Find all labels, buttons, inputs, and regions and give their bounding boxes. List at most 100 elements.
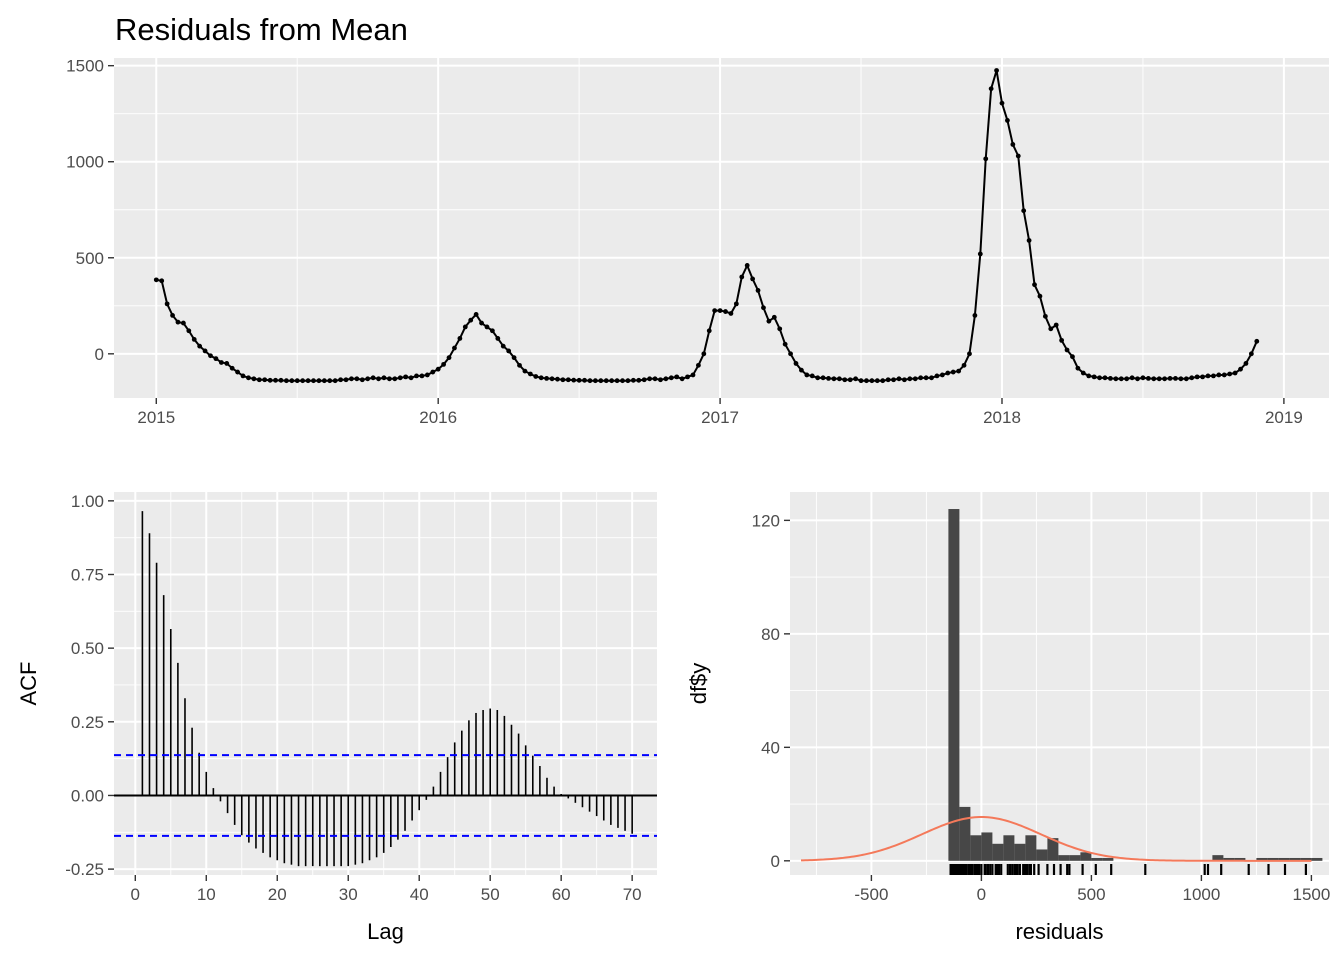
figure-title: Residuals from Mean — [115, 12, 408, 47]
data-point — [262, 377, 268, 383]
data-point — [1205, 373, 1211, 379]
data-point — [495, 336, 501, 341]
x-axis-title: Lag — [367, 919, 404, 944]
data-point — [457, 336, 463, 341]
data-point — [717, 308, 723, 313]
x-tick-label: 50 — [481, 885, 500, 904]
data-point — [685, 374, 690, 380]
data-point — [1059, 337, 1065, 343]
x-tick-label: 0 — [977, 885, 986, 904]
data-point — [961, 362, 967, 368]
data-point — [435, 366, 441, 372]
histogram-bar — [1003, 835, 1015, 861]
x-tick-label: 1500 — [1292, 885, 1330, 904]
data-point — [365, 376, 371, 382]
data-point — [164, 301, 170, 307]
data-point — [278, 377, 284, 383]
data-point — [1108, 376, 1113, 381]
data-point — [647, 376, 653, 382]
data-point — [809, 373, 815, 379]
data-point — [376, 376, 381, 382]
data-point — [804, 372, 810, 378]
data-point — [1232, 370, 1238, 376]
data-point — [235, 369, 241, 375]
data-point — [354, 376, 360, 382]
data-point — [706, 328, 712, 334]
data-point — [1075, 365, 1081, 371]
data-point — [479, 320, 484, 326]
data-point — [831, 376, 837, 382]
histogram-bar — [1212, 855, 1224, 861]
x-axis-title: residuals — [1015, 919, 1103, 944]
data-point — [864, 378, 869, 384]
data-point — [1183, 376, 1189, 382]
data-point — [836, 376, 842, 382]
data-point — [571, 377, 577, 383]
data-point — [224, 361, 230, 366]
data-point — [273, 377, 278, 383]
data-point — [701, 351, 707, 357]
data-point — [679, 376, 685, 382]
data-point — [1248, 351, 1254, 357]
data-point — [419, 373, 425, 379]
data-point — [663, 376, 669, 382]
data-point — [777, 326, 783, 332]
data-point — [988, 86, 994, 92]
data-point — [690, 372, 696, 378]
data-point — [1064, 347, 1070, 353]
data-point — [1070, 354, 1075, 360]
x-tick-label: 30 — [339, 885, 358, 904]
data-point — [251, 376, 257, 382]
data-point — [386, 376, 392, 382]
x-tick-label: 60 — [552, 885, 571, 904]
data-point — [424, 372, 430, 378]
data-point — [462, 324, 468, 330]
data-point — [1102, 375, 1108, 381]
histogram-bar — [981, 832, 993, 861]
data-point — [755, 288, 761, 293]
y-tick-label: 120 — [752, 511, 780, 530]
data-point — [208, 353, 213, 359]
data-point — [1042, 313, 1048, 319]
data-point — [766, 318, 772, 324]
data-point — [1156, 376, 1162, 382]
x-tick-label: 70 — [623, 885, 642, 904]
data-point — [1162, 376, 1168, 382]
data-point — [668, 375, 674, 381]
histogram-bar — [1069, 855, 1081, 861]
data-point — [202, 348, 208, 354]
data-point — [544, 376, 550, 381]
data-point — [907, 376, 913, 382]
y-axis-title: df$y — [686, 663, 711, 705]
data-point — [430, 369, 436, 375]
histogram-bar — [1289, 857, 1301, 861]
x-tick-label: 2017 — [701, 408, 739, 427]
data-point — [614, 378, 620, 384]
data-point — [1221, 372, 1227, 378]
data-point — [945, 370, 951, 376]
data-point — [414, 373, 419, 379]
data-point — [1145, 376, 1151, 381]
x-tick-label: -500 — [854, 885, 888, 904]
data-point — [826, 376, 831, 381]
histogram-bar — [1311, 857, 1323, 861]
panel-background — [114, 58, 1329, 398]
residual-histogram-panel: -500 0 500 1000 1500 0 40 80 120 residuals df$y — [686, 492, 1330, 944]
data-point — [527, 371, 533, 377]
data-point — [885, 377, 891, 383]
data-point — [1129, 375, 1135, 381]
data-point — [1015, 153, 1021, 159]
x-tick-label: 40 — [410, 885, 429, 904]
data-point — [1140, 375, 1146, 381]
data-point — [175, 319, 181, 325]
data-point — [1080, 370, 1086, 376]
y-tick-label: 1000 — [66, 153, 104, 172]
data-point — [1194, 374, 1200, 380]
x-tick-label: 2016 — [419, 408, 457, 427]
data-point — [321, 378, 327, 384]
histogram-bar — [948, 509, 960, 861]
data-point — [489, 328, 495, 334]
data-point — [1053, 322, 1059, 328]
data-point — [609, 378, 615, 384]
